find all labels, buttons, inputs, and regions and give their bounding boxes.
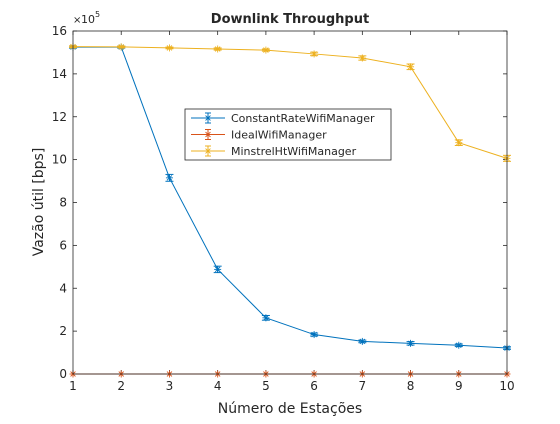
data-point — [358, 54, 367, 62]
marker-stroke — [263, 315, 269, 321]
data-point — [406, 339, 415, 347]
legend-label: IdealWifiManager — [231, 129, 327, 142]
marker-stroke — [166, 45, 173, 51]
x-tick-label: 9 — [455, 379, 463, 393]
data-point — [213, 45, 222, 53]
legend-label: MinstrelHtWifiManager — [231, 145, 357, 158]
data-point — [310, 331, 319, 339]
marker-stroke — [263, 47, 269, 53]
plot-area — [73, 31, 507, 374]
x-tick-label: 1 — [69, 379, 77, 393]
x-tick-label: 2 — [117, 379, 125, 393]
marker-stroke — [214, 46, 221, 52]
marker-stroke — [311, 331, 317, 338]
y-tick-label: 10 — [52, 153, 67, 167]
marker-stroke — [311, 51, 317, 57]
data-point — [454, 341, 463, 349]
y-tick-label: 0 — [59, 367, 67, 381]
y-axis-exponent: × 10 5 — [73, 10, 100, 26]
y-tick-label: 14 — [52, 67, 67, 81]
series-line — [73, 46, 508, 349]
marker-stroke — [166, 175, 173, 181]
data-point — [213, 265, 222, 274]
data-point — [165, 173, 174, 182]
y-tick-label: 4 — [59, 281, 67, 295]
y-tick-label: 8 — [59, 196, 67, 210]
x-tick-label: 7 — [359, 379, 367, 393]
x-axis-label: Número de Estações — [218, 401, 362, 417]
legend-label: ConstantRateWifiManager — [231, 112, 375, 125]
x-tick-labels: 1 2 3 4 5 6 7 8 9 10 — [69, 379, 514, 393]
y-axis-label: Vazão útil [bps] — [31, 148, 47, 257]
data-point — [454, 139, 463, 147]
data-point — [261, 314, 270, 322]
exponent-power: 5 — [95, 10, 100, 19]
y-tick-labels: 0 2 4 6 8 10 12 14 16 — [52, 24, 67, 381]
data-point — [117, 43, 126, 51]
marker-stroke — [456, 342, 462, 349]
data-point — [165, 44, 174, 52]
y-tick-label: 16 — [52, 24, 67, 38]
exponent-base: 10 — [81, 13, 95, 26]
marker-stroke — [407, 64, 414, 70]
x-tick-label: 4 — [214, 379, 222, 393]
x-tick-label: 10 — [499, 379, 514, 393]
exponent-times-sign: × — [73, 15, 81, 26]
plot-frame — [72, 30, 508, 375]
chart-title: Downlink Throughput — [211, 12, 369, 27]
x-tick-label: 5 — [262, 379, 270, 393]
data-point — [310, 50, 319, 58]
marker-stroke — [118, 44, 124, 50]
y-tick-label: 12 — [52, 110, 67, 124]
marker-stroke — [205, 115, 211, 121]
legend: ConstantRateWifiManager IdealWifiManager M… — [184, 108, 392, 161]
marker-stroke — [456, 139, 462, 146]
legend-item: IdealWifiManager — [191, 129, 327, 142]
marker-stroke — [205, 131, 211, 138]
data-point — [358, 337, 367, 345]
marker-stroke — [359, 338, 366, 345]
marker-stroke — [359, 55, 366, 61]
data-point — [261, 46, 270, 54]
legend-item: ConstantRateWifiManager — [191, 112, 375, 125]
marker-stroke — [205, 148, 211, 154]
marker-stroke — [407, 340, 414, 347]
data-point — [406, 63, 415, 71]
y-tick-label: 6 — [59, 238, 67, 252]
x-tick-label: 6 — [310, 379, 318, 393]
y-tick-label: 2 — [59, 324, 67, 338]
series-line — [72, 46, 508, 159]
x-tick-label: 8 — [407, 379, 415, 393]
x-tick-label: 3 — [166, 379, 174, 393]
legend-item: MinstrelHtWifiManager — [191, 145, 357, 158]
marker-stroke — [214, 266, 221, 273]
